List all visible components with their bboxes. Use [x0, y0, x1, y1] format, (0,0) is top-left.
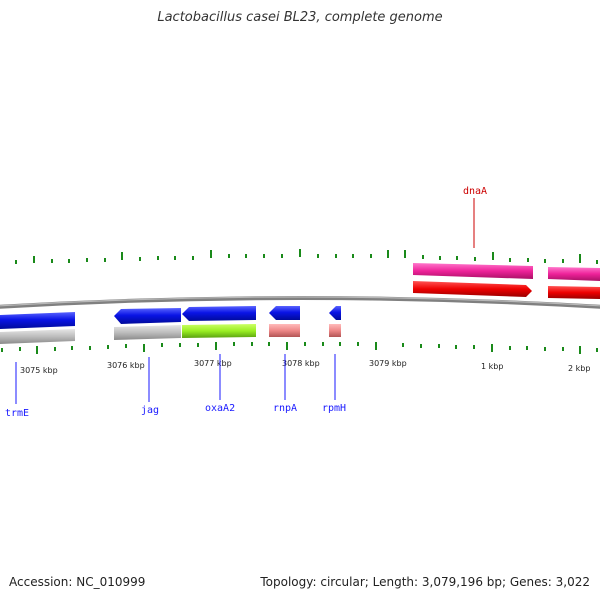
map-title: Lactobacillus casei BL23, complete genom… [157, 10, 443, 25]
feature-rnpA-gene[interactable] [269, 324, 300, 337]
accession-text: Accession: NC_010999 [9, 575, 146, 589]
scale-label-2kbp: 2 kbp [568, 364, 590, 373]
feature-jag-cds[interactable] [114, 308, 181, 324]
scale-label-3075: 3075 kbp [20, 366, 58, 375]
feature-rnpA-cds[interactable] [269, 306, 300, 320]
scale-label-3078: 3078 kbp [282, 359, 320, 368]
feature-oxaA2-gene[interactable] [182, 324, 256, 338]
scale-label-1kbp: 1 kbp [481, 362, 503, 371]
feature-jag-gene[interactable] [114, 325, 181, 340]
gene-label-jag[interactable]: jag [141, 405, 159, 416]
feature-dnaN-cds[interactable] [548, 286, 600, 299]
feature-trmE-gene[interactable] [0, 329, 75, 344]
scale-label-3079: 3079 kbp [369, 359, 407, 368]
scale-label-3076: 3076 kbp [107, 361, 145, 370]
genome-backbone [0, 296, 600, 309]
feature-dnaN-gene[interactable] [548, 267, 600, 281]
scale-label-3077: 3077 kbp [194, 359, 232, 368]
gene-label-rnpA[interactable]: rnpA [273, 403, 297, 414]
feature-oxaA2-cds[interactable] [182, 306, 256, 321]
feature-dnaA-gene[interactable] [413, 263, 533, 279]
upper-tick-row [15, 249, 598, 264]
feature-dnaA-cds[interactable] [413, 281, 532, 297]
feature-rpmH-gene[interactable] [329, 324, 341, 337]
feature-rpmH-cds[interactable] [329, 306, 341, 320]
gene-label-oxaA2[interactable]: oxaA2 [205, 403, 235, 414]
summary-text: Topology: circular; Length: 3,079,196 bp… [260, 575, 590, 589]
gene-label-rpmH[interactable]: rpmH [322, 403, 346, 414]
feature-trmE-cds[interactable] [0, 312, 75, 329]
genome-backbone-highlight [0, 296, 600, 307]
lower-tick-row [1, 342, 598, 354]
gene-label-dnaA[interactable]: dnaA [463, 186, 487, 197]
gene-label-trmE[interactable]: trmE [5, 408, 29, 419]
